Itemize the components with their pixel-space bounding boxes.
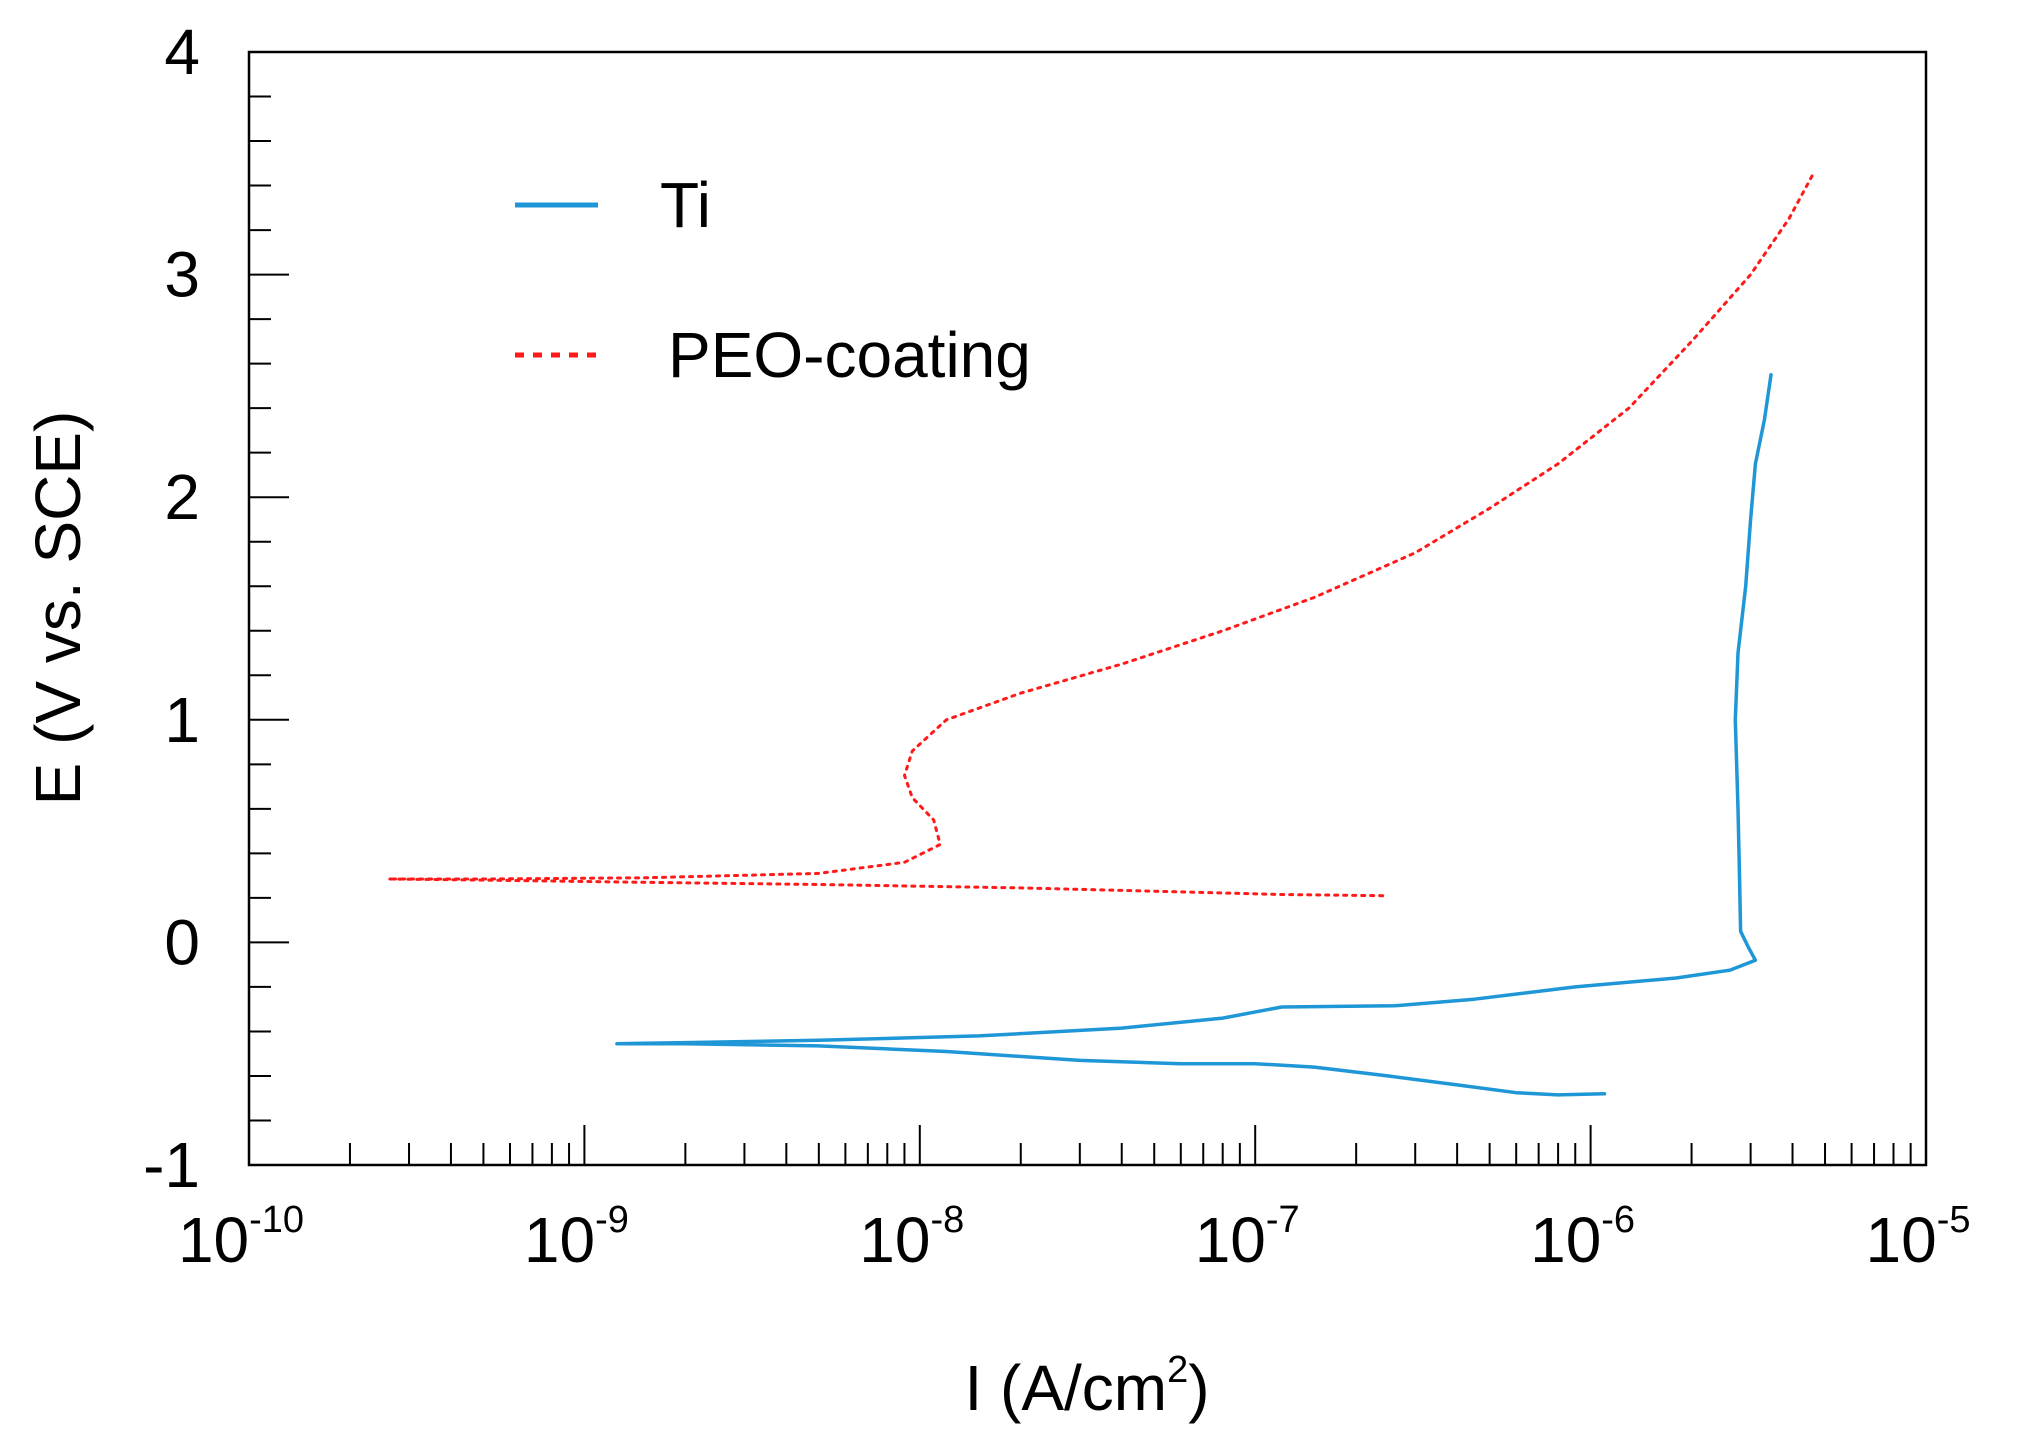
series-line-ti (615, 373, 1773, 1097)
y-tick-label: -1 (143, 1129, 200, 1201)
y-axis-label: E (V vs. SCE) (22, 411, 94, 806)
legend: Ti PEO-coating (515, 169, 1031, 391)
y-tick-label: 0 (164, 906, 200, 978)
x-tick-label: 10-10 (178, 1199, 304, 1276)
x-tick-label: 10-8 (859, 1199, 964, 1276)
x-tick-label: 10-5 (1866, 1199, 1971, 1276)
y-tick-label: 4 (164, 16, 200, 88)
y-tick-label: 1 (164, 684, 200, 756)
series-line-peo-coating (386, 172, 1815, 898)
y-tick-labels: -1 0 1 2 3 4 (143, 16, 200, 1201)
x-tick-label: 10-9 (524, 1199, 629, 1276)
x-tick-label: 10-6 (1530, 1199, 1635, 1276)
x-axis-label: I (A/cm2) (964, 1349, 1209, 1424)
minor-ticks (248, 51, 1927, 1166)
series-group (386, 172, 1815, 1097)
legend-label-ti: Ti (660, 169, 711, 241)
plot-frame (247, 50, 1928, 1167)
legend-label-peo: PEO-coating (668, 319, 1031, 391)
x-tick-label: 10-7 (1195, 1199, 1300, 1276)
x-tick-labels: 10-10 10-9 10-8 10-7 10-6 10-5 (178, 1199, 1971, 1276)
y-tick-label: 2 (164, 461, 200, 533)
y-tick-label: 3 (164, 239, 200, 311)
